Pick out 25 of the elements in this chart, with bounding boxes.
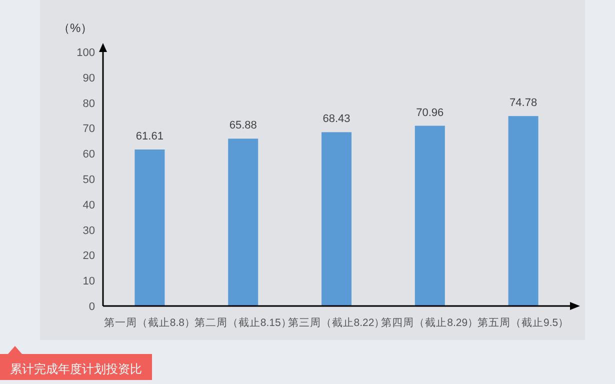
data-label: 68.43 bbox=[322, 113, 350, 126]
y-tick-label: 30 bbox=[82, 224, 95, 237]
text: 累计完成年度计划投资比 bbox=[10, 362, 142, 376]
y-tick-label: 90 bbox=[82, 72, 95, 84]
y-tick-label: 70 bbox=[82, 123, 95, 136]
y-axis-title: （%） bbox=[58, 21, 93, 35]
y-tick-label: 50 bbox=[82, 174, 95, 186]
data-label: 65.88 bbox=[229, 120, 257, 132]
y-tick-label: 40 bbox=[82, 199, 95, 212]
y-tick-label: 10 bbox=[82, 276, 95, 288]
data-label: 74.78 bbox=[510, 97, 538, 110]
bar bbox=[508, 116, 538, 306]
y-tick-label: 80 bbox=[82, 98, 95, 110]
data-label: 70.96 bbox=[416, 106, 444, 119]
y-tick-label: 60 bbox=[82, 148, 95, 161]
y-tick-label: 0 bbox=[88, 301, 95, 313]
bar bbox=[414, 126, 445, 306]
x-tick-label: 第五周（截止9.5） bbox=[477, 316, 570, 329]
bar bbox=[228, 138, 258, 306]
y-tick-label: 20 bbox=[82, 250, 95, 262]
data-label: 61.61 bbox=[136, 130, 164, 143]
x-tick-label: 第一周（截止8.8） bbox=[104, 316, 196, 329]
y-tick-label: 100 bbox=[76, 47, 95, 59]
bar bbox=[322, 132, 352, 306]
bar bbox=[134, 150, 165, 306]
